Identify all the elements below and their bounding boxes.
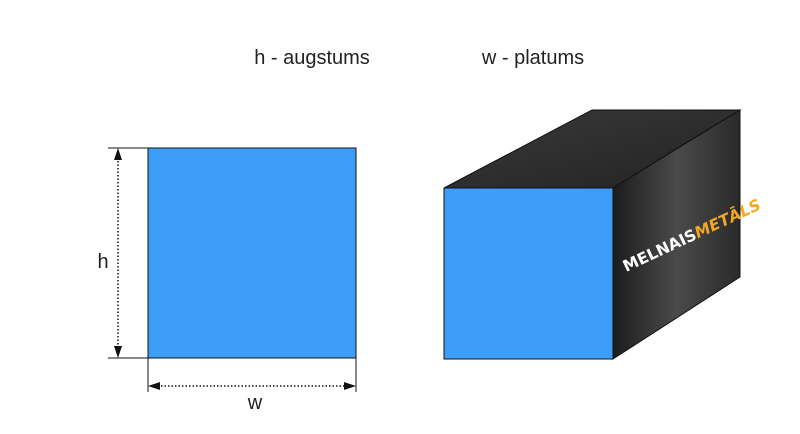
bar-front (443, 187, 614, 360)
width-legend: w - platums (481, 47, 584, 69)
width-symbol: w (247, 392, 263, 414)
cross-section (147, 147, 357, 359)
height-legend: h - augstums (254, 47, 370, 69)
height-symbol: h (97, 251, 108, 273)
